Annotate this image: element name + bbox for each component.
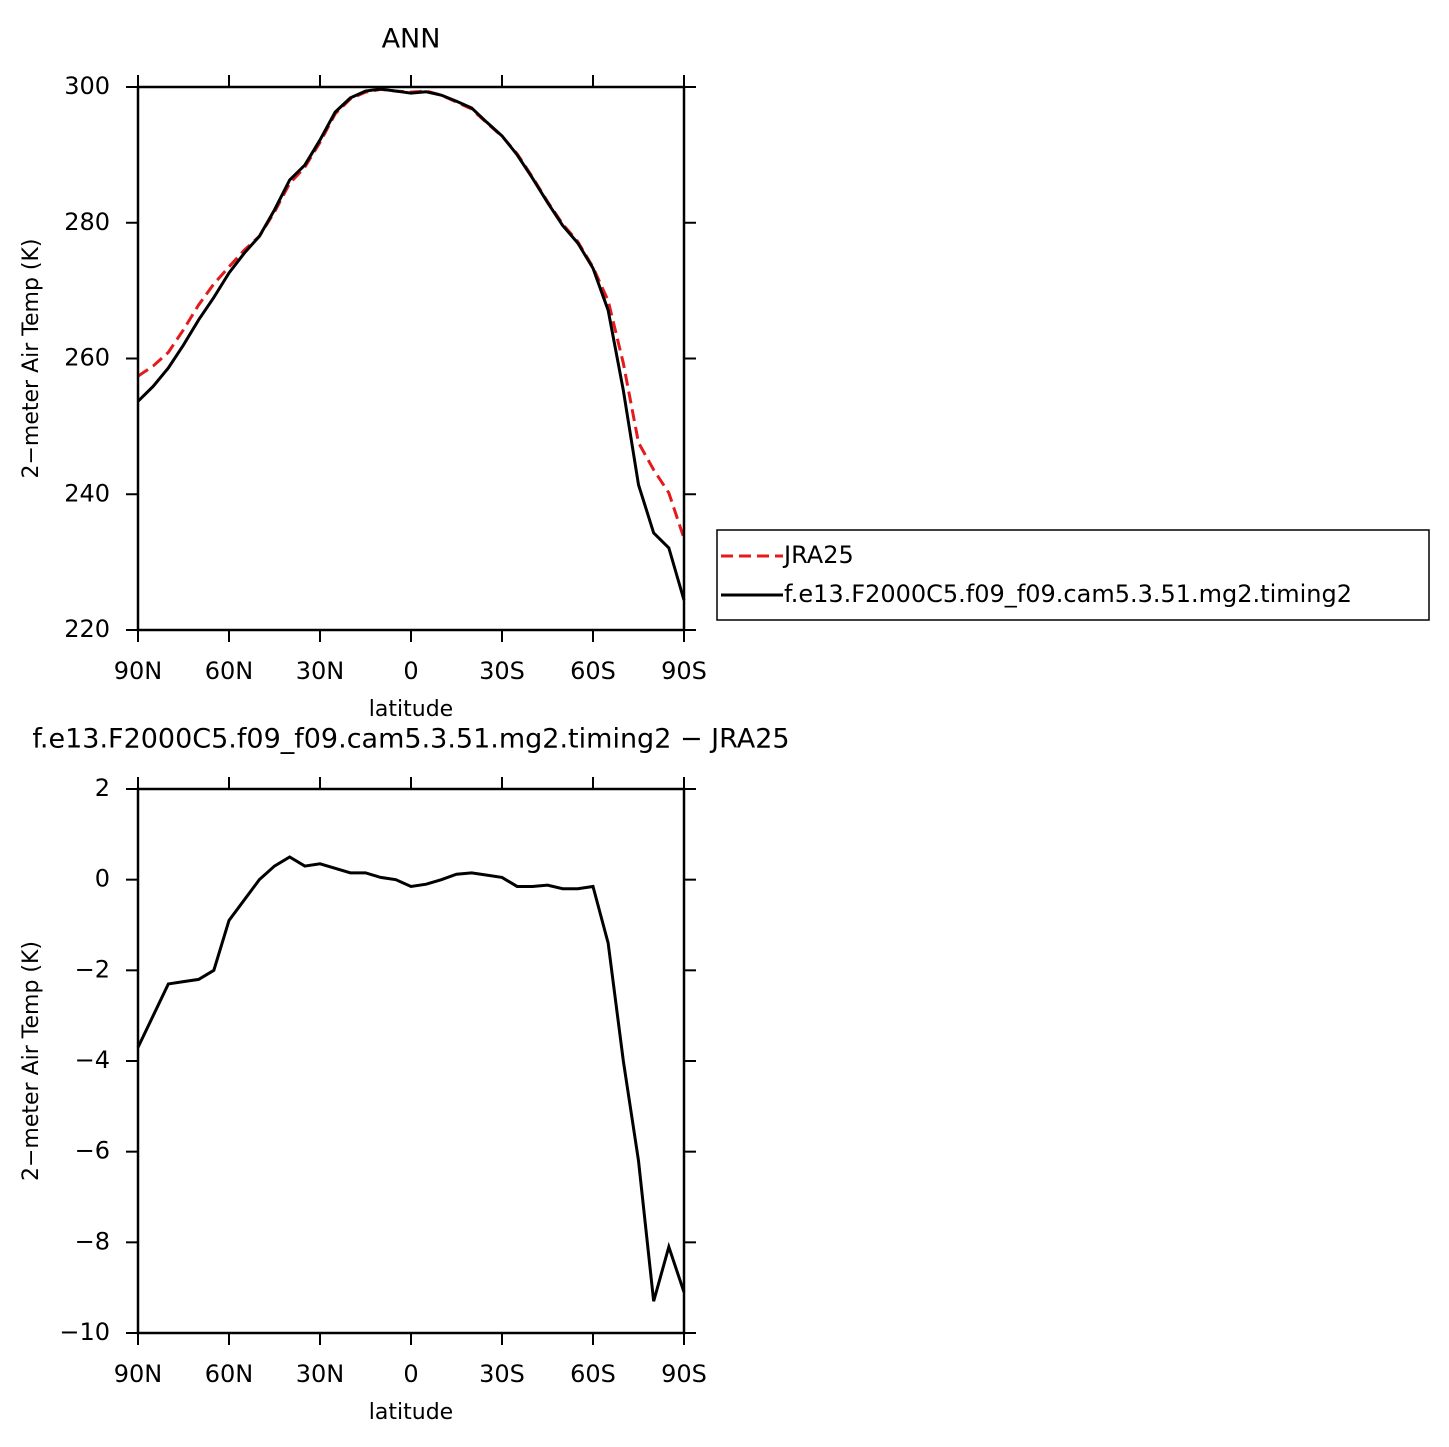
x-tick-label: 60N bbox=[205, 657, 254, 685]
x-tick-label: 30N bbox=[296, 657, 345, 685]
y-tick-label: 220 bbox=[64, 615, 110, 643]
data-line bbox=[136, 855, 686, 1302]
x-tick-label: 60S bbox=[570, 657, 616, 685]
data-line bbox=[136, 87, 686, 601]
plot-frame bbox=[136, 85, 686, 632]
x-tick-label: 90S bbox=[661, 1360, 707, 1388]
chart-title: f.e13.F2000C5.f09_f09.cam5.3.51.mg2.timi… bbox=[32, 724, 789, 755]
x-tick-label: 0 bbox=[403, 1360, 418, 1388]
x-tick-label: 90N bbox=[114, 657, 163, 685]
x-tick-label: 30S bbox=[479, 1360, 525, 1388]
y-axis-label: 2−meter Air Temp (K) bbox=[19, 238, 44, 478]
plot-frame bbox=[136, 787, 686, 1335]
chart-title: ANN bbox=[382, 24, 441, 55]
x-axis-label: latitude bbox=[369, 697, 453, 722]
x-tick-label: 30S bbox=[479, 657, 525, 685]
y-tick-label: 280 bbox=[64, 208, 110, 236]
x-tick-label: 90S bbox=[661, 657, 707, 685]
y-tick-label: 0 bbox=[95, 865, 110, 893]
x-tick-label: 0 bbox=[403, 657, 418, 685]
y-tick-label: −8 bbox=[75, 1227, 110, 1255]
y-tick-label: 240 bbox=[64, 479, 110, 507]
legend-label: f.e13.F2000C5.f09_f09.cam5.3.51.mg2.timi… bbox=[784, 580, 1352, 608]
y-tick-label: −4 bbox=[75, 1046, 110, 1074]
data-line bbox=[137, 87, 686, 539]
y-tick-label: 300 bbox=[64, 72, 110, 100]
x-tick-label: 30N bbox=[296, 1360, 345, 1388]
x-tick-label: 60S bbox=[570, 1360, 616, 1388]
x-tick-label: 90N bbox=[114, 1360, 163, 1388]
y-tick-label: −6 bbox=[75, 1137, 110, 1165]
y-tick-label: −10 bbox=[59, 1318, 110, 1346]
y-tick-label: −2 bbox=[75, 955, 110, 983]
y-axis-label: 2−meter Air Temp (K) bbox=[19, 941, 44, 1181]
y-tick-label: 260 bbox=[64, 344, 110, 372]
x-tick-label: 60N bbox=[205, 1360, 254, 1388]
legend-box bbox=[716, 529, 1430, 621]
x-axis-label: latitude bbox=[369, 1400, 453, 1425]
y-tick-label: 2 bbox=[95, 774, 110, 802]
legend-label: JRA25 bbox=[782, 541, 854, 569]
